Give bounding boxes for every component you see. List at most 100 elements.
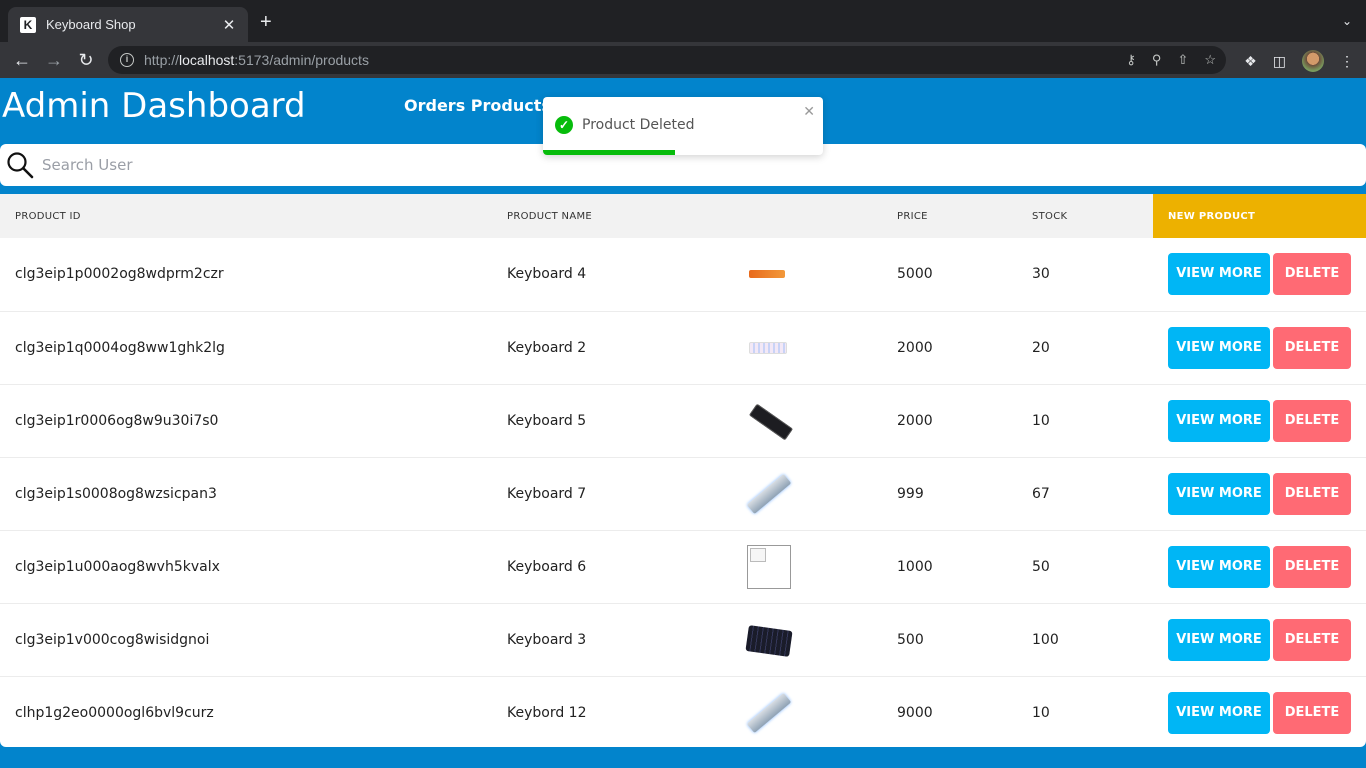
- product-image: [747, 326, 791, 370]
- table-row: clg3eip1u000aog8wvh5kvalx Keyboard 6 1000 5…: [0, 530, 1366, 603]
- search-input[interactable]: [42, 156, 642, 174]
- product-price: 5000: [897, 266, 933, 283]
- view-more-button[interactable]: VIEW MORE: [1168, 545, 1270, 588]
- product-stock: 10: [1032, 412, 1050, 429]
- header-product-name: PRODUCT NAME: [507, 210, 593, 222]
- product-price: 9000: [897, 704, 933, 721]
- product-price: 999: [897, 485, 924, 502]
- table-row: clg3eip1r0006og8w9u30i7s0 Keyboard 5 2000 1…: [0, 384, 1366, 457]
- site-info-icon[interactable]: i: [120, 53, 134, 67]
- browser-toolbar: ← → ↻ i http://localhost:5173/admin/prod…: [0, 42, 1366, 78]
- toast-message: Product Deleted: [582, 117, 695, 133]
- keyboard-silver-tilt-image: [746, 473, 792, 514]
- nav-orders-products[interactable]: Orders Products: [404, 96, 551, 115]
- delete-button[interactable]: DELETE: [1273, 399, 1351, 442]
- keyboard-orange-image: [749, 270, 785, 279]
- header-product-id: PRODUCT ID: [15, 210, 81, 222]
- product-image: [746, 691, 792, 735]
- profile-avatar[interactable]: [1302, 50, 1324, 72]
- header-price: PRICE: [897, 210, 928, 222]
- tab-close-icon[interactable]: ✕: [222, 16, 236, 34]
- delete-button[interactable]: DELETE: [1273, 545, 1351, 588]
- delete-button[interactable]: DELETE: [1273, 326, 1351, 369]
- bookmark-star-icon[interactable]: ☆: [1204, 52, 1216, 67]
- new-product-button[interactable]: NEW PRODUCT: [1153, 194, 1366, 238]
- product-name: Keybord 12: [507, 704, 587, 721]
- delete-button[interactable]: DELETE: [1273, 472, 1351, 515]
- product-name: Keyboard 2: [507, 339, 587, 356]
- table-row: clg3eip1p0002og8wdprm2czr Keyboard 4 5000 3…: [0, 238, 1366, 311]
- delete-button[interactable]: DELETE: [1273, 691, 1351, 734]
- browser-tab[interactable]: K Keyboard Shop ✕: [8, 7, 248, 42]
- product-id: clhp1g2eo0000ogl6bvl9curz: [15, 704, 214, 721]
- search-icon: [7, 152, 34, 179]
- product-price: 2000: [897, 412, 933, 429]
- url-text[interactable]: http://localhost:5173/admin/products: [144, 52, 369, 68]
- view-more-button[interactable]: VIEW MORE: [1168, 253, 1270, 296]
- side-panel-icon[interactable]: ◫: [1272, 52, 1286, 69]
- new-tab-icon[interactable]: +: [260, 11, 272, 33]
- product-name: Keyboard 7: [507, 485, 587, 502]
- toast-notification: ✓ Product Deleted ✕: [543, 97, 823, 155]
- view-more-button[interactable]: VIEW MORE: [1168, 472, 1270, 515]
- keyboard-black-flat-image: [745, 624, 793, 657]
- zoom-icon[interactable]: ⚲: [1151, 52, 1162, 67]
- browser-menu-icon[interactable]: ⋮: [1340, 52, 1354, 69]
- product-price: 500: [897, 631, 924, 648]
- view-more-button[interactable]: VIEW MORE: [1168, 618, 1270, 661]
- broken-image-image: [747, 544, 791, 589]
- browser-tab-bar: K Keyboard Shop ✕ + ⌄: [0, 0, 1366, 42]
- table-header-row: PRODUCT ID PRODUCT NAME PRICE STOCK NEW …: [0, 194, 1366, 238]
- favicon-icon: K: [20, 16, 36, 33]
- delete-button[interactable]: DELETE: [1273, 618, 1351, 661]
- product-stock: 50: [1032, 558, 1050, 575]
- product-name: Keyboard 6: [507, 558, 587, 575]
- product-image: [745, 618, 793, 662]
- product-price: 2000: [897, 339, 933, 356]
- table-row: clhp1g2eo0000ogl6bvl9curz Keybord 12 9000 1…: [0, 676, 1366, 747]
- product-id: clg3eip1u000aog8wvh5kvalx: [15, 558, 220, 575]
- tab-search-chevron-icon[interactable]: ⌄: [1341, 14, 1352, 28]
- view-more-button[interactable]: VIEW MORE: [1168, 326, 1270, 369]
- address-bar[interactable]: i http://localhost:5173/admin/products ⚷…: [108, 46, 1226, 74]
- toast-close-icon[interactable]: ✕: [803, 103, 815, 119]
- header-stock: STOCK: [1032, 210, 1068, 222]
- product-id: clg3eip1r0006og8w9u30i7s0: [15, 412, 219, 429]
- product-id: clg3eip1q0004og8ww1ghk2lg: [15, 339, 225, 356]
- view-more-button[interactable]: VIEW MORE: [1168, 691, 1270, 734]
- products-table-container: PRODUCT ID PRODUCT NAME PRICE STOCK NEW …: [0, 194, 1366, 747]
- product-stock: 20: [1032, 339, 1050, 356]
- products-table: PRODUCT ID PRODUCT NAME PRICE STOCK NEW …: [0, 194, 1366, 747]
- table-row: clg3eip1s0008og8wzsicpan3 Keyboard 7 999 67…: [0, 457, 1366, 530]
- product-id: clg3eip1s0008og8wzsicpan3: [15, 485, 217, 502]
- header-image: [747, 194, 897, 238]
- product-image: [747, 544, 791, 589]
- product-id: clg3eip1p0002og8wdprm2czr: [15, 266, 224, 283]
- keyboard-silver-tilt-image: [746, 692, 792, 733]
- key-icon[interactable]: ⚷: [1126, 52, 1136, 67]
- share-icon[interactable]: ⇧: [1177, 52, 1189, 67]
- product-stock: 100: [1032, 631, 1059, 648]
- product-name: Keyboard 4: [507, 266, 587, 283]
- product-name: Keyboard 5: [507, 412, 587, 429]
- product-image: [746, 472, 792, 516]
- forward-arrow-icon[interactable]: →: [45, 50, 63, 70]
- keyboard-white-image: [749, 341, 787, 354]
- product-stock: 10: [1032, 704, 1050, 721]
- reload-icon[interactable]: ↻: [78, 50, 94, 70]
- view-more-button[interactable]: VIEW MORE: [1168, 399, 1270, 442]
- table-row: clg3eip1q0004og8ww1ghk2lg Keyboard 2 2000 2…: [0, 311, 1366, 384]
- table-row: clg3eip1v000cog8wisidgnoi Keyboard 3 500 10…: [0, 603, 1366, 676]
- product-stock: 67: [1032, 485, 1050, 502]
- product-price: 1000: [897, 558, 933, 575]
- product-image: [747, 252, 791, 296]
- product-image: [747, 399, 794, 443]
- back-arrow-icon[interactable]: ←: [13, 50, 31, 70]
- keyboard-black-tilt-image: [748, 403, 794, 440]
- page-title: Admin Dashboard: [2, 86, 306, 126]
- delete-button[interactable]: DELETE: [1273, 253, 1351, 296]
- app-header: Admin Dashboard Orders Products: [0, 78, 1366, 144]
- extensions-puzzle-icon[interactable]: ❖: [1244, 52, 1257, 69]
- success-check-icon: ✓: [555, 116, 573, 134]
- product-stock: 30: [1032, 266, 1050, 283]
